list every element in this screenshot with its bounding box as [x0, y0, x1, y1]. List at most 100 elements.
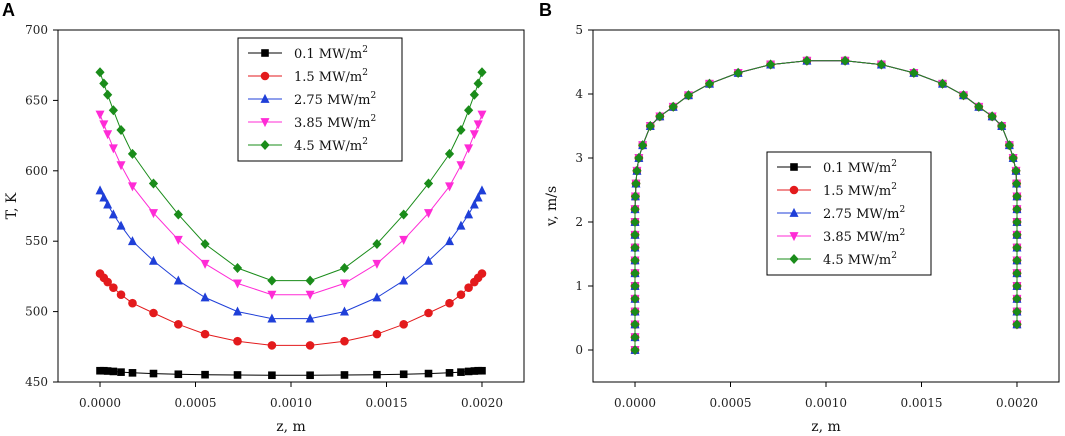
data-point: [372, 259, 382, 269]
data-point: [630, 319, 640, 330]
data-point: [268, 371, 276, 380]
data-point: [103, 367, 112, 375]
legend-exponent: 2: [370, 91, 376, 101]
data-point: [233, 371, 242, 379]
data-point: [200, 329, 210, 339]
data-point: [200, 292, 210, 302]
data-point: [473, 120, 483, 130]
data-point: [305, 341, 315, 350]
legend-value: 2.75 MW/m: [294, 93, 370, 108]
data-point: [127, 182, 137, 192]
data-point: [974, 101, 984, 112]
data-point: [630, 217, 640, 227]
data-point: [399, 370, 408, 379]
legend-label: 0.1 MW/m2: [823, 159, 897, 176]
data-point: [630, 242, 640, 253]
data-point: [477, 185, 487, 195]
y-tick-label: 0: [575, 343, 583, 357]
data-point: [109, 283, 118, 292]
data-point: [372, 292, 382, 302]
data-point: [267, 275, 277, 286]
legend-entry: 4.5 MW/m2: [777, 251, 897, 268]
data-point: [103, 130, 113, 140]
legend-marker: [789, 232, 799, 242]
y-tick-label: 500: [25, 305, 48, 319]
data-point: [630, 229, 640, 240]
data-point: [987, 111, 997, 122]
data-point: [473, 78, 483, 89]
series-layer: [630, 55, 1022, 356]
panel-a: A 0.0000 0.0005 0.0010 0.0015 0.0020 450 500 5…: [2, 0, 525, 435]
data-point: [173, 275, 183, 285]
data-point: [95, 185, 105, 195]
data-point: [201, 370, 209, 379]
y-axis: 0 1 2 3 4 5: [575, 23, 593, 357]
data-point: [474, 366, 482, 375]
data-point: [372, 239, 382, 250]
series-1.5: [95, 269, 487, 350]
legend-entry: 1.5 MW/m2: [777, 182, 897, 199]
data-point: [909, 67, 919, 78]
data-point: [103, 199, 113, 209]
legend-exponent: 2: [362, 137, 368, 147]
data-point: [464, 367, 473, 376]
data-point: [477, 67, 487, 78]
legend-value: 4.5 MW/m: [823, 253, 891, 268]
data-point: [469, 89, 479, 100]
series-2.75: [95, 185, 487, 323]
data-point: [477, 269, 487, 278]
data-point: [200, 259, 210, 269]
y-tick-label: 1: [575, 279, 583, 293]
data-point: [802, 55, 812, 66]
data-point: [477, 110, 487, 120]
data-point: [127, 236, 137, 246]
panel-b: B 0.0000 0.0005 0.0010 0.0015 0.0020 012345 …: [539, 0, 1060, 435]
data-point: [372, 329, 382, 339]
data-point: [937, 78, 948, 89]
data-point: [1011, 165, 1021, 176]
legend-value: 1.5 MW/m: [823, 184, 891, 199]
data-point: [464, 105, 474, 116]
data-point: [339, 279, 349, 289]
data-point: [645, 121, 655, 131]
data-point: [958, 90, 969, 101]
y-tick-label: 3: [575, 151, 583, 165]
data-point: [95, 67, 105, 78]
legend-entry: 0.1 MW/m2: [777, 159, 897, 176]
legend-marker: [790, 163, 798, 171]
legend-marker: [789, 185, 799, 195]
legend-label: 4.5 MW/m2: [823, 251, 897, 268]
data-point: [95, 110, 105, 120]
legend-marker: [260, 140, 270, 150]
data-point: [267, 290, 277, 300]
y-tick-label: 550: [25, 234, 48, 248]
data-point: [109, 367, 118, 376]
data-point: [399, 209, 409, 220]
data-point: [233, 306, 243, 316]
legend-value: 0.1 MW/m: [823, 161, 891, 176]
legend-value: 4.5 MW/m: [294, 139, 362, 154]
data-point: [456, 220, 466, 230]
legend-marker: [789, 254, 799, 264]
legend-label: 2.75 MW/m2: [294, 91, 376, 108]
legend-entry: 0.1 MW/m2: [248, 45, 368, 62]
x-axis: 0.0000 0.0005 0.0010 0.0015 0.0020: [614, 382, 1038, 410]
legend-exponent: 2: [362, 45, 368, 55]
y-tick-label: 450: [25, 375, 48, 389]
y-tick-label: 600: [25, 164, 48, 178]
data-point: [469, 199, 479, 209]
data-point: [634, 153, 644, 163]
data-point: [127, 148, 138, 159]
data-point: [340, 336, 349, 346]
data-point: [399, 275, 409, 285]
data-point: [445, 182, 455, 192]
data-point: [456, 290, 466, 300]
series-4.5: [95, 67, 487, 286]
data-point: [108, 144, 118, 154]
legend-value: 0.1 MW/m: [294, 47, 362, 62]
legend-marker: [260, 118, 270, 128]
data-point: [478, 366, 486, 375]
data-point: [108, 209, 118, 219]
legend-entry: 2.75 MW/m2: [248, 91, 376, 108]
data-point: [464, 209, 474, 219]
